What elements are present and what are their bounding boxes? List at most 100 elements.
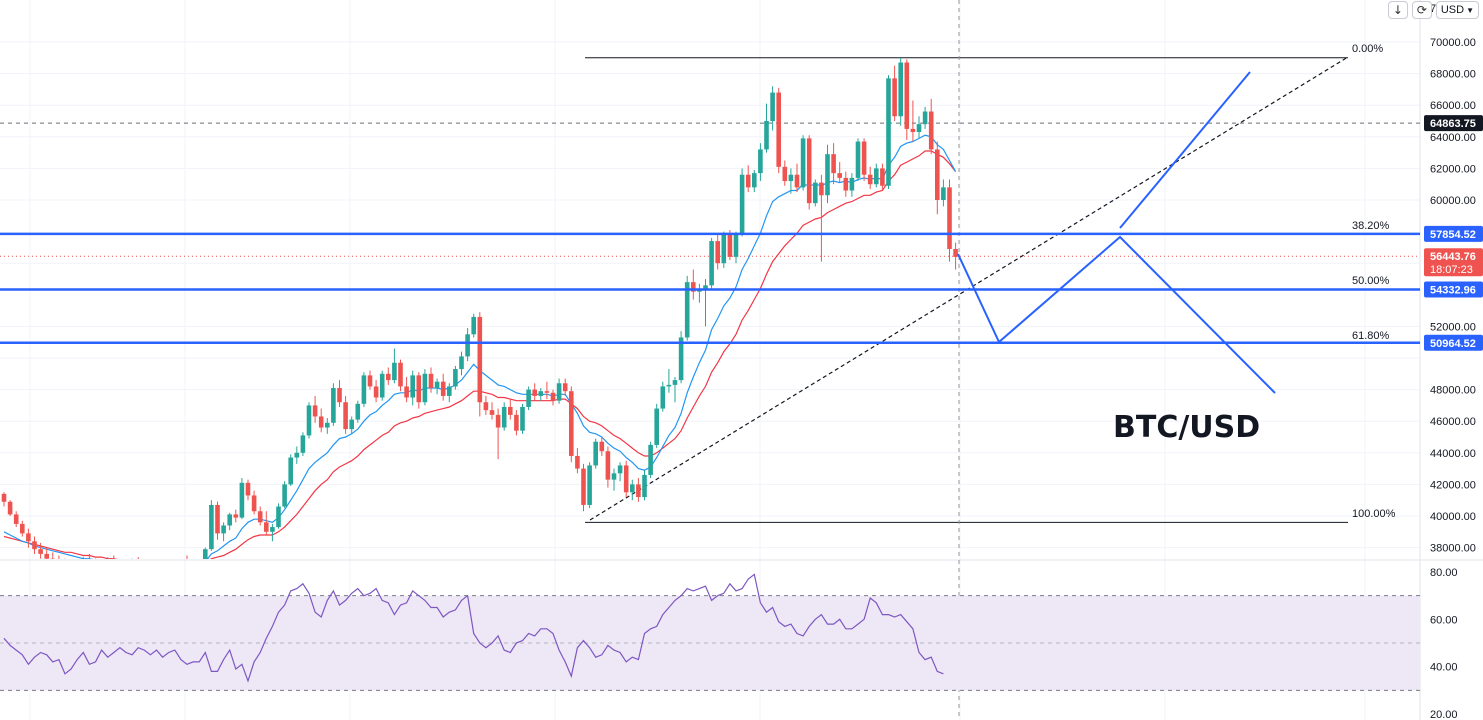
candle-body: [947, 187, 952, 249]
candle: [953, 242, 958, 270]
price-tick-label: 46000.00: [1430, 416, 1476, 428]
candle-body: [300, 435, 306, 453]
candle-body: [678, 337, 684, 381]
candle-body: [569, 391, 574, 456]
candle-body: [404, 386, 409, 398]
price-tick-label: 48000.00: [1430, 385, 1476, 397]
candle: [526, 386, 531, 411]
candle: [173, 567, 178, 581]
candle: [776, 87, 781, 174]
candle-body: [349, 419, 354, 430]
fib-label-100: 100.00%: [1352, 508, 1396, 520]
price-tag-64863-bg: [1424, 115, 1483, 132]
candle-body: [630, 484, 635, 493]
candle: [44, 547, 49, 559]
candle-body: [508, 406, 513, 415]
candle: [538, 388, 544, 401]
candle-body: [709, 241, 714, 286]
candle-body: [953, 248, 958, 257]
candle-body: [916, 124, 922, 133]
candle: [550, 389, 556, 406]
candle: [501, 402, 507, 431]
rsi-line: [3, 573, 944, 683]
candle-body: [112, 560, 117, 565]
candle-body: [373, 386, 379, 398]
price-tag-50964: 50964.52: [1430, 338, 1476, 350]
candle: [64, 558, 66, 559]
candle-body: [410, 375, 415, 398]
candle: [666, 369, 672, 393]
candle-body: [245, 482, 251, 496]
candle: [227, 512, 232, 531]
candle-body: [148, 568, 153, 571]
candle-body: [526, 389, 531, 407]
candle: [349, 416, 354, 434]
price-tag-57854-bg: [1424, 225, 1483, 242]
candle: [276, 503, 281, 529]
last-price-tag: 56443.76: [1430, 251, 1476, 263]
candle-body: [105, 560, 110, 565]
candle: [38, 542, 43, 559]
candle-body: [160, 573, 165, 576]
fib-label-0: 0.00%: [1352, 43, 1383, 55]
candle-body: [392, 362, 397, 381]
candle: [782, 160, 788, 186]
candle-body: [514, 414, 519, 431]
candle-body: [318, 416, 324, 428]
candle-body: [666, 384, 672, 387]
candle: [233, 509, 239, 523]
candle-body: [57, 562, 62, 565]
candle-body: [13, 514, 19, 524]
currency-selector[interactable]: USD ▼: [1435, 1, 1479, 19]
candle: [910, 100, 916, 142]
candle-body: [660, 386, 666, 409]
candle-body: [434, 381, 440, 389]
candle-body: [904, 62, 910, 129]
candle: [392, 348, 397, 384]
candle: [581, 463, 586, 512]
arrow-down-icon[interactable]: ↓: [1387, 1, 1408, 19]
candle-body: [440, 381, 446, 396]
candle: [166, 570, 171, 583]
candle-body: [532, 389, 537, 396]
candle: [154, 562, 159, 575]
candle-body: [611, 473, 617, 480]
candle: [209, 500, 214, 551]
candle-body: [197, 565, 202, 571]
candle: [118, 560, 123, 573]
candle-body: [331, 388, 336, 423]
candle-body: [837, 173, 842, 178]
candle: [806, 135, 812, 210]
candle-body: [684, 282, 690, 338]
candle-body: [928, 111, 934, 150]
candle-body: [276, 506, 281, 528]
candle: [880, 163, 885, 191]
price-tag-50964-bg: [1424, 334, 1483, 351]
candle: [813, 179, 818, 207]
candle-body: [130, 562, 135, 567]
currency-label: USD: [1440, 4, 1465, 16]
candle-body: [124, 567, 129, 570]
candle: [136, 557, 141, 567]
candle-body: [26, 533, 31, 542]
candle-body: [922, 111, 928, 125]
candle-body: [99, 565, 104, 568]
candle-body: [605, 451, 611, 480]
candle: [197, 563, 202, 577]
price-tick-label: 40000.00: [1430, 511, 1476, 523]
projection-path-up: [1119, 71, 1251, 229]
candle-body: [93, 563, 98, 568]
candle: [1, 492, 7, 507]
candle: [300, 432, 306, 456]
candle-body: [447, 386, 452, 396]
candle: [770, 86, 775, 131]
price-tag-64863: 64863.75: [1430, 118, 1476, 130]
candle: [245, 479, 251, 501]
candle: [477, 312, 483, 417]
refresh-icon[interactable]: ⟳: [1411, 1, 1432, 19]
candle-body: [745, 174, 751, 188]
candle: [831, 143, 836, 185]
candle: [337, 380, 342, 407]
candle-body: [136, 562, 141, 567]
